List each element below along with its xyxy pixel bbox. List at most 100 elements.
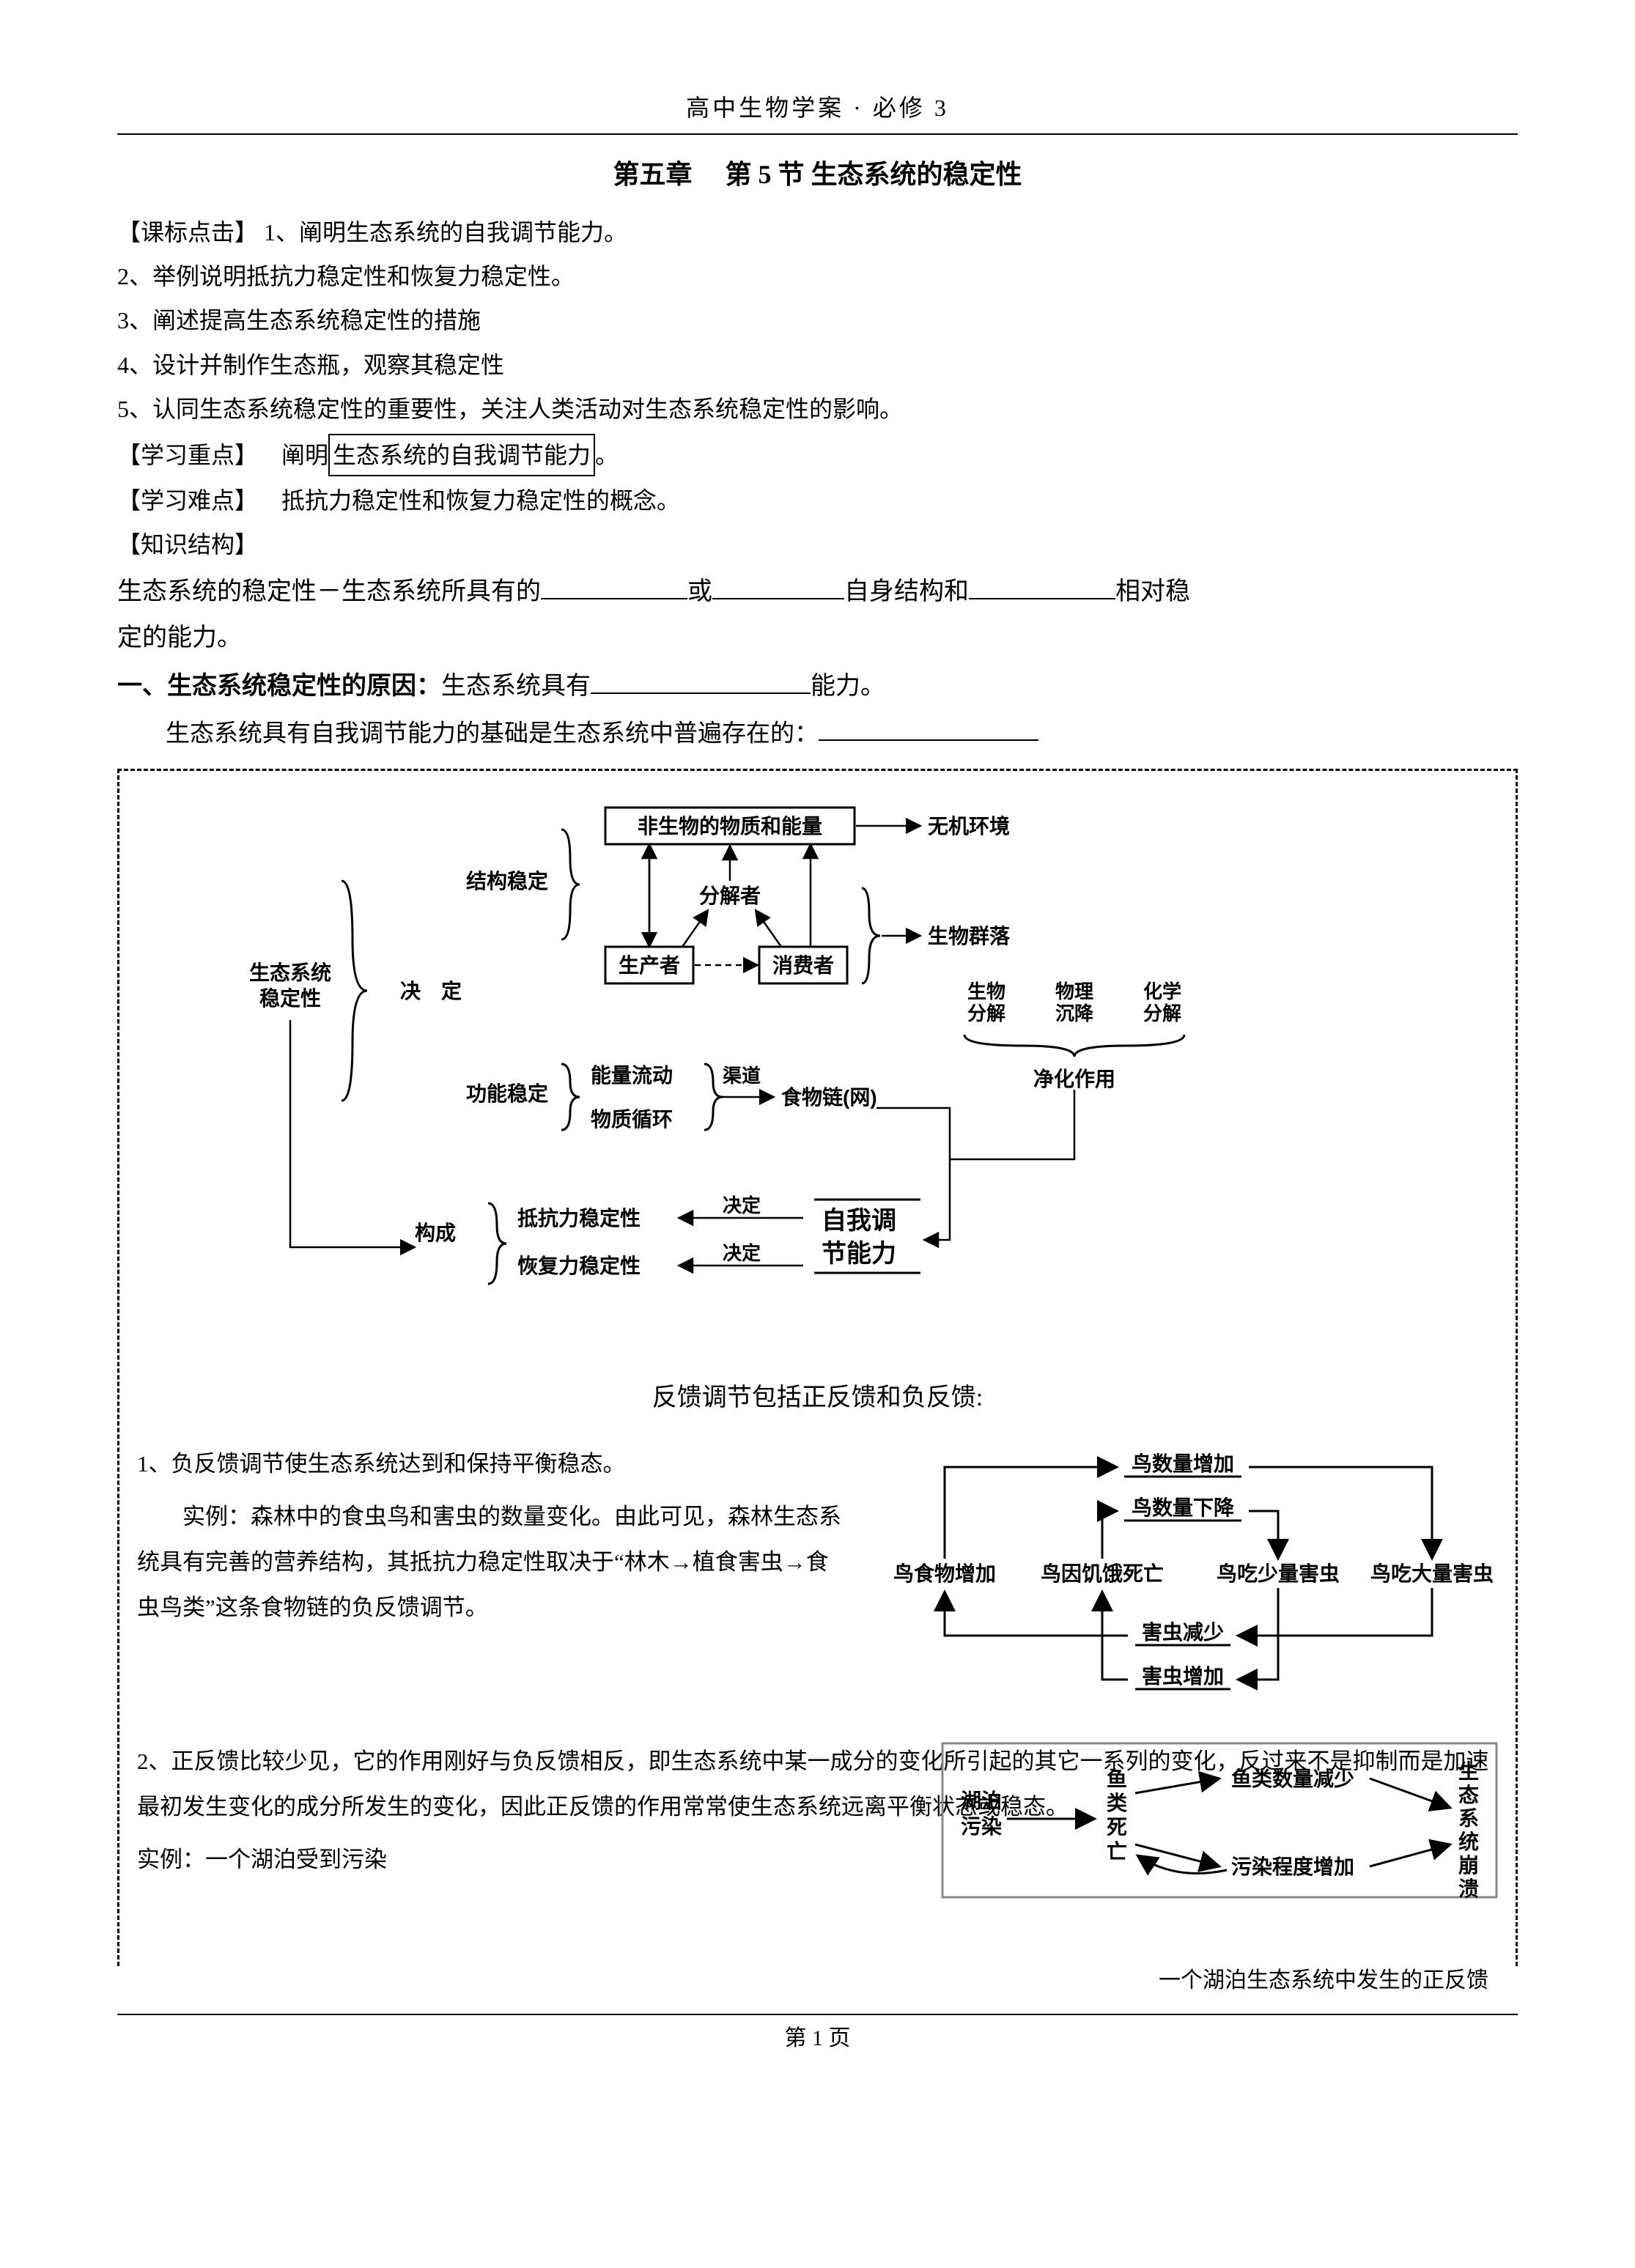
objective-item: 5、认同生态系统稳定性的重要性，关注人类活动对生态系统稳定性的影响。 bbox=[117, 389, 1518, 429]
node-decomposer: 分解者 bbox=[698, 884, 760, 907]
node-pest-up: 害虫增加 bbox=[1142, 1664, 1224, 1688]
node-determine2: 决定 bbox=[723, 1242, 761, 1264]
node-resist: 抵抗力稳定性 bbox=[517, 1206, 641, 1230]
section-label: 第 5 节 生态系统的稳定性 bbox=[726, 160, 1022, 189]
fill-text: 一、生态系统稳定性的原因： bbox=[117, 673, 441, 700]
positive-feedback-section: 2、正反馈比较少见，它的作用刚好与负反馈相反，即生态系统中某一成分的变化所引起的… bbox=[137, 1739, 1498, 1929]
node-bio-decomp: 生物 bbox=[967, 980, 1005, 1002]
pos-feedback-diagram: text{font-family:"SimHei","黑体",sans-seri… bbox=[941, 1742, 1498, 1929]
neg-feedback-diagram: text{font-family:"SimHei","黑体",sans-seri… bbox=[868, 1441, 1498, 1717]
neg-feedback-text: 1、负反馈调节使生态系统达到和保持平衡稳态。 实例：森林中的食虫鸟和害虫的数量变… bbox=[137, 1441, 846, 1630]
node-pollute-up: 污染程度增加 bbox=[1231, 1855, 1354, 1878]
node-energy-flow: 能量流动 bbox=[591, 1064, 673, 1087]
node-fish-die: 亡 bbox=[1107, 1840, 1127, 1863]
node-fish-die: 类 bbox=[1107, 1792, 1127, 1814]
node-root: 稳定性 bbox=[259, 986, 320, 1010]
node-fish-down: 鱼类数量减少 bbox=[1231, 1768, 1354, 1790]
node-inorganic: 无机环境 bbox=[928, 815, 1010, 838]
node-pest-down: 害虫减少 bbox=[1142, 1620, 1224, 1644]
node-foodweb: 食物链(网) bbox=[781, 1085, 877, 1109]
objectives-label: 【课标点击】 bbox=[117, 219, 258, 245]
node-selfreg: 自我调 bbox=[822, 1207, 896, 1235]
node-matter-cycle: 物质循环 bbox=[591, 1108, 673, 1131]
diagram-container: text { font-family: "SimSun","宋体",serif;… bbox=[117, 769, 1518, 1966]
main-diagram: text { font-family: "SimSun","宋体",serif;… bbox=[137, 793, 1498, 1362]
pos-p2: 实例：一个湖泊受到污染 bbox=[137, 1837, 919, 1883]
node-pollute: 湖泊 bbox=[961, 1789, 1002, 1812]
node-collapse: 生 bbox=[1458, 1760, 1479, 1783]
negative-feedback-section: 1、负反馈调节使生态系统达到和保持平衡稳态。 实例：森林中的食虫鸟和害虫的数量变… bbox=[137, 1441, 1498, 1717]
node-chem-decomp: 化学 bbox=[1143, 980, 1181, 1002]
node-eat-many: 鸟吃大量害虫 bbox=[1370, 1562, 1494, 1585]
key-point-boxed: 生态系统的自我调节能力 bbox=[328, 434, 595, 476]
node-food-up: 鸟食物增加 bbox=[893, 1562, 996, 1585]
chapter-label: 第五章 bbox=[613, 160, 692, 189]
node-recover: 恢复力稳定性 bbox=[517, 1254, 641, 1277]
stability-flowchart: text { font-family: "SimSun","宋体",serif;… bbox=[195, 793, 1441, 1350]
node-bird-up: 鸟数量增加 bbox=[1132, 1452, 1234, 1475]
node-struct: 结构稳定 bbox=[466, 869, 548, 893]
fill-text: 自身结构和 bbox=[844, 578, 969, 605]
node-phys-sed: 物理 bbox=[1055, 980, 1093, 1002]
key-point: 【学习重点】 阐明生态系统的自我调节能力。 bbox=[117, 434, 1518, 476]
pos-diagram-caption: 一个湖泊生态系统中发生的正反馈 bbox=[117, 1962, 1518, 1999]
fill-text: 或 bbox=[687, 578, 712, 605]
node-root: 生态系统 bbox=[248, 961, 331, 984]
fill-text: 生态系统具有自我调节能力的基础是生态系统中普遍存在的： bbox=[166, 720, 819, 747]
fill-line-2: 定的能力。 bbox=[117, 617, 1518, 660]
node-abiotic: 非生物的物质和能量 bbox=[637, 814, 822, 838]
difficulty: 【学习难点】 抵抗力稳定性和恢复力稳定性的概念。 bbox=[117, 481, 1518, 520]
node-selfreg: 节能力 bbox=[822, 1240, 896, 1268]
node-eat-few: 鸟吃少量害虫 bbox=[1217, 1562, 1340, 1585]
fill-line-3: 一、生态系统稳定性的原因：生态系统具有能力。 bbox=[117, 664, 1518, 708]
node-collapse: 系 bbox=[1458, 1807, 1479, 1830]
objective-item: 4、设计并制作生态瓶，观察其稳定性 bbox=[117, 345, 1518, 385]
page-footer: 第 1 页 bbox=[117, 2014, 1518, 2057]
node-producer: 生产者 bbox=[618, 954, 679, 977]
node-compose: 构成 bbox=[415, 1222, 456, 1244]
node-channel: 渠道 bbox=[723, 1065, 761, 1087]
node-consumer: 消费者 bbox=[772, 954, 833, 977]
difficulty-text: 抵抗力稳定性和恢复力稳定性的概念。 bbox=[281, 487, 680, 514]
node-phys-sed: 沉降 bbox=[1055, 1002, 1093, 1024]
objectives-block: 【课标点击】 1、阐明生态系统的自我调节能力。 2、举例说明抵抗力稳定性和恢复力… bbox=[117, 213, 1518, 429]
fill-blank bbox=[591, 664, 811, 694]
objective-item: 2、举例说明抵抗力稳定性和恢复力稳定性。 bbox=[117, 256, 1518, 296]
node-bio-decomp: 分解 bbox=[967, 1002, 1005, 1024]
fill-line-4: 生态系统具有自我调节能力的基础是生态系统中普遍存在的： bbox=[117, 712, 1518, 755]
fill-blank bbox=[819, 712, 1038, 742]
key-point-suffix: 。 bbox=[595, 442, 619, 468]
fill-blank bbox=[969, 569, 1115, 599]
key-point-prefix: 阐明 bbox=[281, 442, 328, 468]
fill-line-1: 生态系统的稳定性－生态系统所具有的或自身结构和相对稳 bbox=[117, 569, 1518, 613]
header-rule bbox=[117, 133, 1518, 135]
node-fish-die: 鱼 bbox=[1107, 1768, 1127, 1790]
node-purify: 净化作用 bbox=[1033, 1068, 1115, 1090]
objective-item: 1、阐明生态系统的自我调节能力。 bbox=[264, 219, 627, 245]
node-chem-decomp: 分解 bbox=[1143, 1002, 1181, 1024]
node-pollute: 污染 bbox=[961, 1815, 1002, 1838]
difficulty-label: 【学习难点】 bbox=[117, 487, 258, 514]
node-func: 功能稳定 bbox=[466, 1082, 548, 1105]
node-community: 生物群落 bbox=[928, 925, 1011, 948]
book-title: 高中生物学案 · 必修 3 bbox=[117, 88, 1518, 133]
neg-p1: 1、负反馈调节使生态系统达到和保持平衡稳态。 bbox=[137, 1441, 846, 1487]
fill-blank bbox=[541, 569, 687, 599]
chapter-title: 第五章 第 5 节 生态系统的稳定性 bbox=[117, 152, 1518, 197]
node-collapse: 崩 bbox=[1458, 1854, 1479, 1877]
node-bird-down: 鸟数量下降 bbox=[1132, 1496, 1235, 1519]
node-fish-die: 死 bbox=[1107, 1816, 1127, 1839]
node-starve: 鸟因饥饿死亡 bbox=[1041, 1562, 1164, 1585]
feedback-title: 反馈调节包括正反馈和负反馈: bbox=[137, 1377, 1498, 1419]
objective-item: 3、阐述提高生态系统稳定性的措施 bbox=[117, 300, 1518, 340]
fill-blank bbox=[712, 569, 844, 599]
node-determine: 决 定 bbox=[400, 979, 462, 1002]
node-collapse: 溃 bbox=[1458, 1877, 1479, 1900]
fill-text: 相对稳 bbox=[1115, 578, 1190, 605]
node-collapse: 态 bbox=[1458, 1784, 1479, 1806]
fill-text: 生态系统具有 bbox=[441, 673, 591, 700]
structure-label: 【知识结构】 bbox=[117, 525, 1518, 564]
neg-p2: 实例：森林中的食虫鸟和害虫的数量变化。由此可见，森林生态系统具有完善的营养结构，… bbox=[137, 1494, 846, 1630]
key-point-label: 【学习重点】 bbox=[117, 442, 258, 468]
node-determine2: 决定 bbox=[723, 1194, 761, 1216]
